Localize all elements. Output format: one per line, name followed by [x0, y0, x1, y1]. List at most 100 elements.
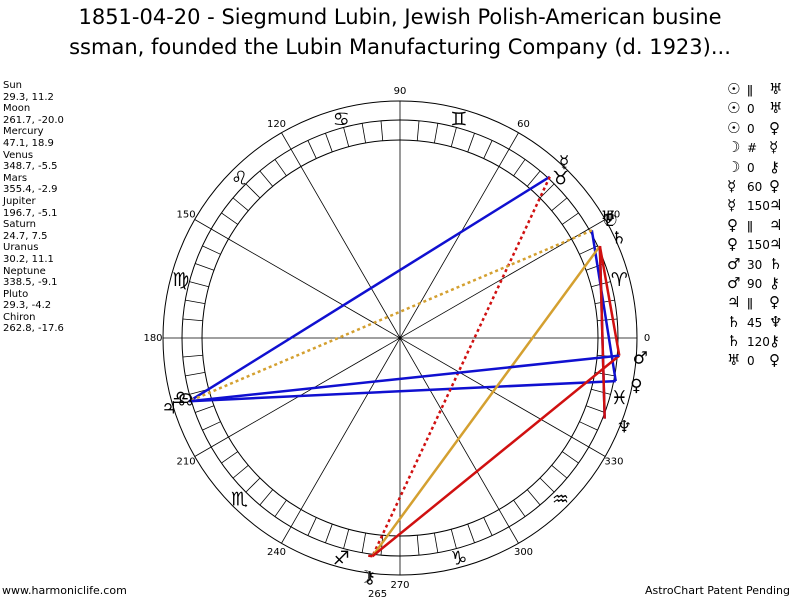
patent-note: AstroChart Patent Pending — [644, 584, 790, 597]
aspect-angle: 120 — [747, 335, 770, 350]
sign-boundary — [281, 526, 292, 544]
aspect-row: ☽ # ☿ — [727, 138, 789, 157]
aspect-planet-2: ♃ — [769, 235, 783, 254]
planet-coords-uranus: 30.2, 11.1 — [3, 253, 54, 265]
aspect-planet-1: ☉ — [727, 99, 741, 118]
sign-boundary — [588, 446, 606, 457]
aspect-planet-2: ♀ — [769, 351, 780, 370]
aspect-row: ☉ 0 ♅ — [727, 99, 789, 118]
aspect-planet-2: ♆ — [769, 312, 783, 331]
degree-tick — [307, 140, 317, 159]
aspect-planet-1: ☽ — [727, 157, 741, 176]
planet-glyph-pluto: ♇ — [603, 211, 618, 231]
degree-label: 210 — [177, 457, 196, 468]
planet-coords-moon: 261.7, -20.0 — [3, 114, 64, 126]
aspect-planet-1: ♃ — [727, 293, 741, 312]
aspect-angle: 150 — [747, 238, 770, 253]
degree-tick — [539, 477, 555, 493]
degree-tick — [467, 523, 475, 543]
planet-glyph-saturn: ♄ — [611, 228, 626, 248]
aspect-line — [598, 245, 621, 356]
planet-name-moon: Moon — [3, 103, 31, 115]
degree-tick — [561, 451, 579, 464]
chart-title-line-1: 1851-04-20 - Siegmund Lubin, Jewish Poli… — [78, 5, 722, 29]
degree-tick — [232, 464, 249, 479]
aspect-planet-2: ♃ — [769, 196, 783, 215]
degree-label: 270 — [390, 580, 409, 591]
aspect-line — [188, 229, 593, 403]
planet-glyph-neptune: ♆ — [617, 417, 632, 437]
degree-tick — [245, 477, 261, 493]
degree-label: 30 — [608, 210, 621, 221]
planet-name-mercury: Mercury — [3, 126, 44, 138]
zodiac-sign-glyph: ♐ — [333, 547, 350, 569]
degree-tick — [361, 123, 367, 144]
aspect-planet-1: ☽ — [727, 138, 741, 157]
degree-tick — [290, 509, 302, 527]
degree-label: 330 — [604, 457, 623, 468]
planet-position-list: Sun 29.3, 11.2 Moon 261.7, -20.0 Mercury 47.1… — [3, 80, 64, 335]
aspect-planet-2: ♅ — [769, 80, 783, 98]
degree-tick — [513, 499, 526, 517]
degree-tick — [526, 489, 541, 506]
degree-label: 0 — [644, 333, 650, 344]
aspect-angle: ǁ — [747, 296, 753, 311]
planet-glyph-sun: ☉ — [603, 211, 618, 231]
degree-tick — [450, 127, 457, 147]
aspect-line — [368, 554, 373, 558]
website-link[interactable]: www.harmoniclife.com — [2, 584, 127, 597]
zodiac-sign-glyph: ♒ — [552, 489, 569, 511]
planet-coords-mercury: 47.1, 18.9 — [3, 137, 54, 149]
degree-tick — [498, 509, 510, 527]
planet-glyph-chiron: ⚷ — [364, 568, 376, 588]
zodiac-sign-glyph: ♋ — [333, 109, 350, 131]
planet-coords-sun: 29.3, 11.2 — [3, 91, 54, 103]
aspect-row: ♀ ǁ ♃ — [727, 216, 789, 235]
planet-glyph-jupiter: ♃ — [162, 398, 177, 418]
aspect-line — [371, 245, 601, 558]
aspect-planet-1: ♅ — [727, 351, 741, 370]
degree-tick — [189, 281, 209, 288]
planet-name-saturn: Saturn — [3, 219, 37, 231]
aspect-planet-2: ⚷ — [769, 332, 780, 351]
degree-label: 120 — [267, 119, 286, 130]
planet-coords-chiron: 262.8, -17.6 — [3, 323, 64, 335]
degree-tick — [202, 421, 221, 431]
chart-title: 1851-04-20 - Siegmund Lubin, Jewish Poli… — [0, 2, 800, 62]
aspect-planet-2: ♄ — [769, 254, 783, 273]
aspect-list: ☉ ǁ ♅ ☉ 0 ♅ ☉ 0 ♀ ☽ # ☿ ☽ 0 ⚷ ☿ 60 ♀ ☿ 150♃ ♀ ǁ ♃ ♀ 150♃ ♂ 30 ♄ ♂ 90 ⚷… — [727, 80, 789, 371]
degree-tick — [259, 170, 274, 187]
degree-tick — [195, 405, 215, 413]
degree-tick — [290, 149, 302, 167]
aspect-angle: ǁ — [747, 83, 753, 97]
zodiac-sign-glyph: ♉ — [552, 167, 569, 189]
node-glyph: ☊ — [178, 390, 193, 410]
planet-name-chiron: Chiron — [3, 311, 36, 323]
planet-name-uranus: Uranus — [3, 242, 39, 254]
aspect-angle: 0 — [747, 121, 755, 136]
aspect-line — [188, 175, 551, 403]
zodiac-sign-glyph: ♑ — [450, 547, 467, 569]
degree-label: 180 — [143, 333, 162, 344]
degree-tick — [325, 523, 333, 543]
aspect-row: ♄ 120⚷ — [727, 332, 789, 351]
degree-tick — [195, 263, 215, 271]
sign-boundary — [508, 132, 519, 150]
planet-coords-mars: 355.4, -2.9 — [3, 184, 58, 196]
planet-glyph-mercury: ☿ — [559, 152, 569, 172]
aspect-planet-2: ☿ — [769, 138, 779, 157]
planet-name-sun: Sun — [3, 80, 23, 91]
planet-coords-venus: 348.7, -5.5 — [3, 161, 58, 173]
degree-tick — [467, 133, 475, 153]
aspect-planet-1: ♂ — [727, 254, 741, 273]
planet-glyph-uranus: ♅ — [601, 208, 616, 228]
degree-tick — [245, 183, 261, 199]
aspect-planet-1: ♂ — [727, 273, 741, 292]
degree-tick — [211, 228, 229, 240]
aspect-planet-1: ☿ — [727, 196, 737, 215]
zodiac-sign-glyph: ♓ — [611, 387, 628, 409]
degree-tick — [202, 245, 221, 255]
degree-tick — [513, 159, 526, 177]
aspect-planet-1: ☉ — [727, 118, 741, 137]
